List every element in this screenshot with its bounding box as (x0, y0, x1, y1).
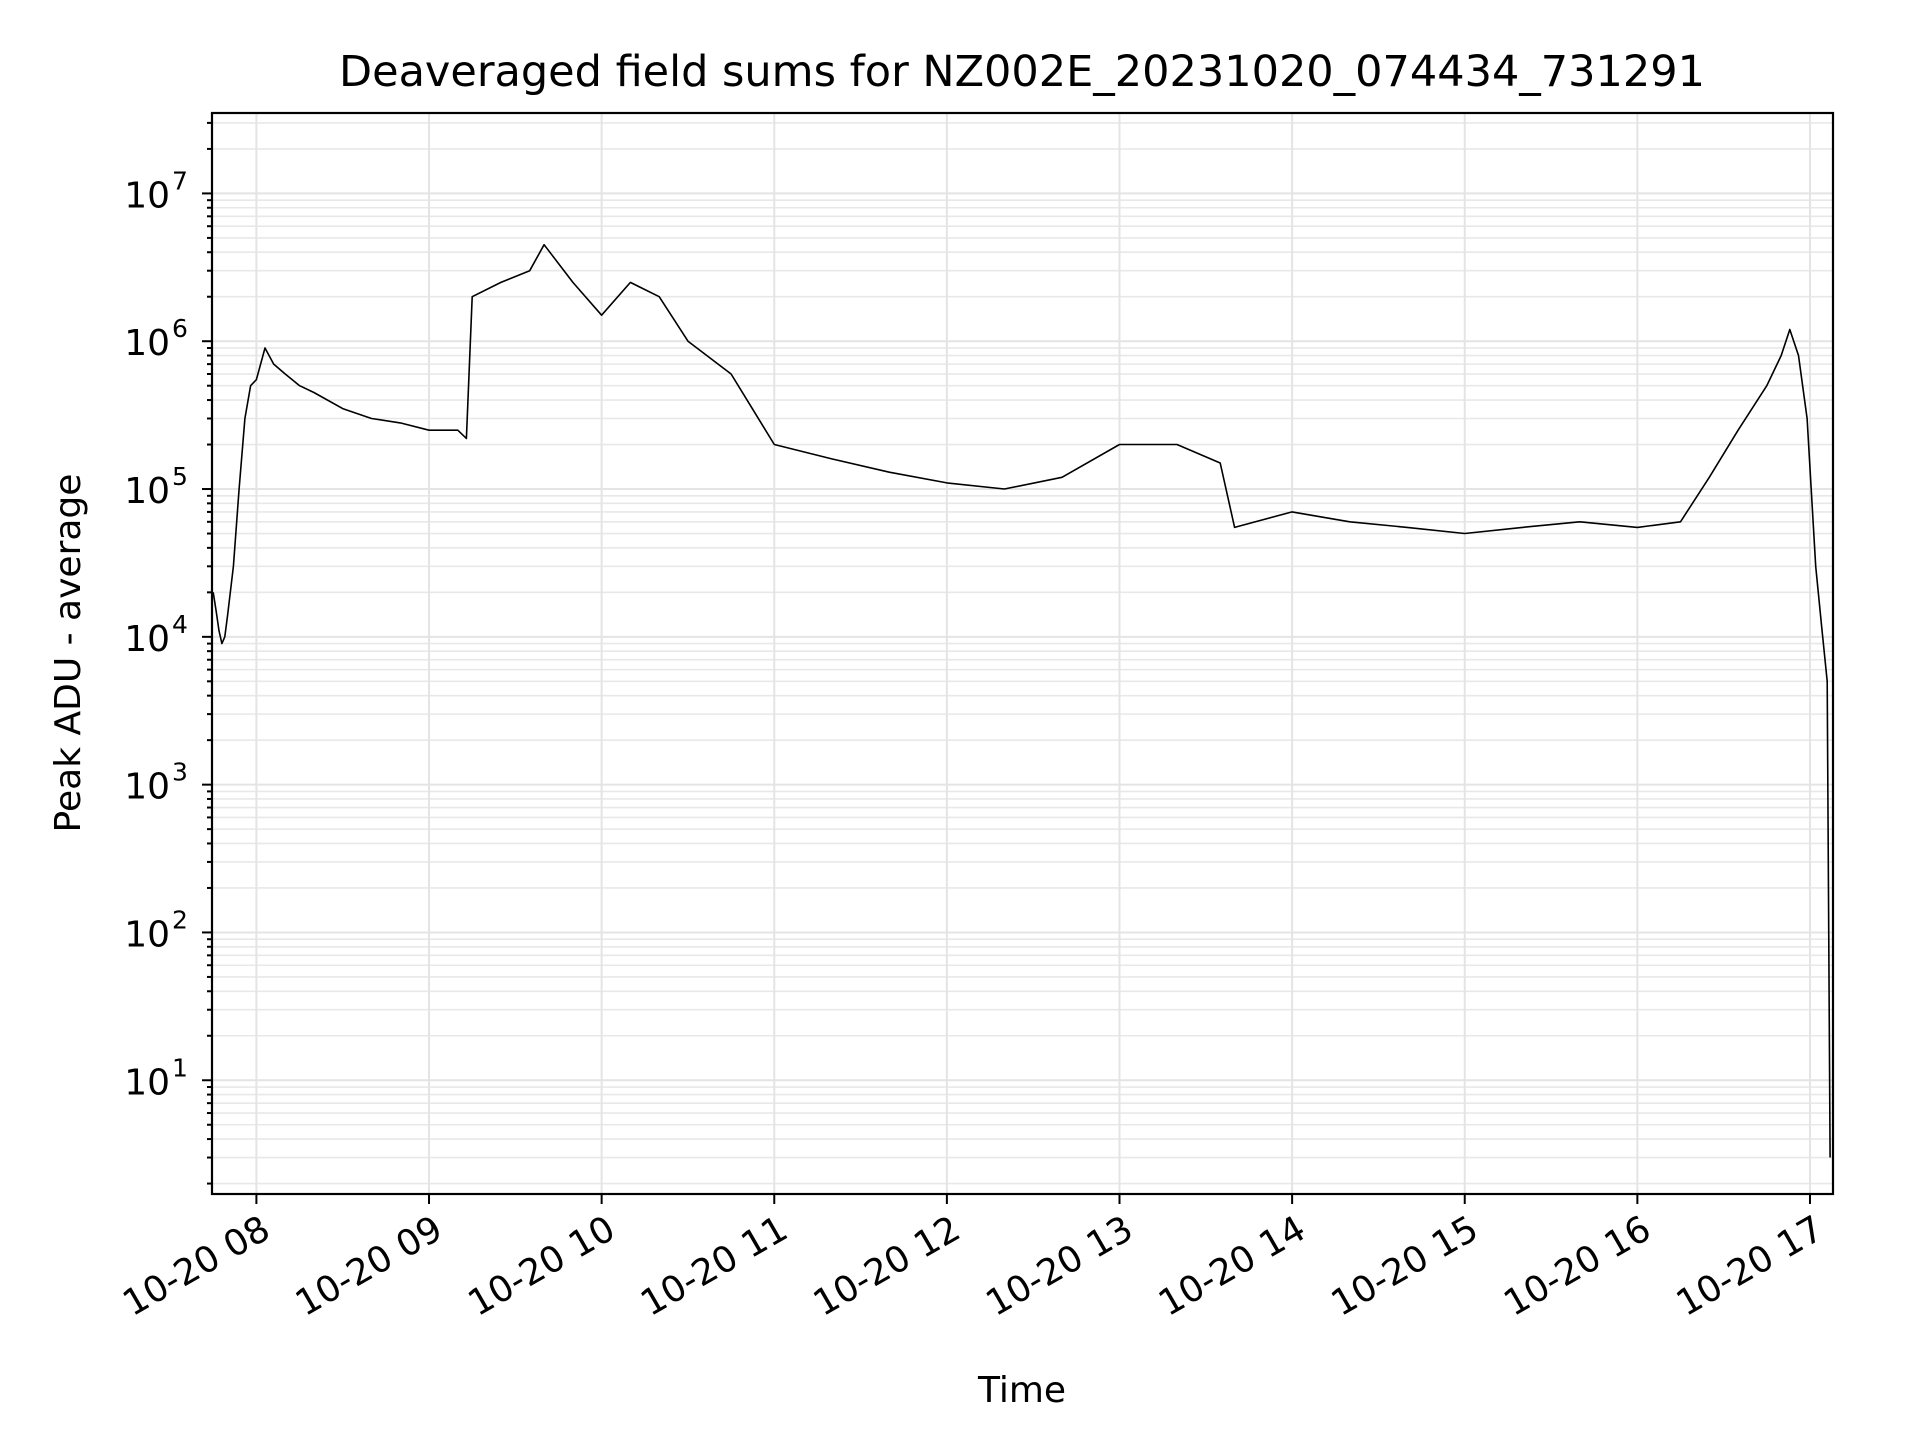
y-tick-label: 10 (124, 1062, 170, 1103)
minor-grid (212, 122, 1833, 1185)
y-tick-label: 10 (124, 619, 170, 660)
plot-frame (210, 111, 1835, 1196)
y-tick-label: 10 (124, 471, 170, 512)
y-axis-label: Peak ADU - average (48, 474, 89, 833)
y-tick-exponent: 5 (172, 462, 188, 491)
y-tick-exponent: 7 (172, 166, 188, 195)
chart-title: Deaveraged field sums for NZ002E_2023102… (339, 47, 1705, 97)
y-tick-label: 10 (124, 914, 170, 955)
series-layer (212, 243, 1831, 1158)
major-grid (212, 113, 1833, 1194)
y-tick-label: 10 (124, 323, 170, 364)
y-tick-exponent: 6 (172, 314, 188, 343)
y-tick-exponent: 3 (172, 758, 188, 787)
y-tick-exponent: 2 (172, 905, 188, 934)
y-tick-exponent: 1 (172, 1053, 188, 1082)
x-axis-label: Time (977, 1370, 1066, 1411)
y-tick-label: 10 (124, 767, 170, 808)
y-tick-exponent: 4 (172, 610, 188, 639)
series-line (212, 243, 1831, 1158)
y-tick-label: 10 (124, 175, 170, 216)
